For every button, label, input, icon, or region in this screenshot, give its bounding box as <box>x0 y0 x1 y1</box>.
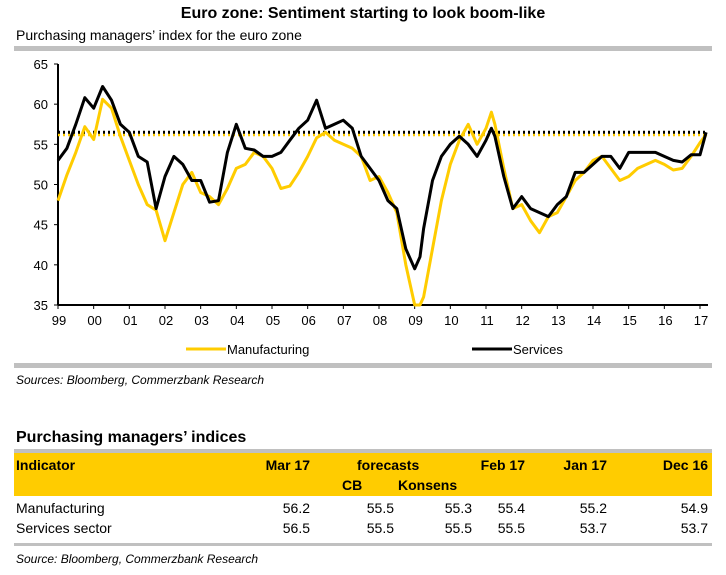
x-tick-label: 06 <box>301 313 315 328</box>
table-header: Indicator Mar 17 forecasts CB Konsens Fe… <box>14 453 712 496</box>
cell-cb: 55.5 <box>366 500 394 516</box>
y-tick-label: 60 <box>34 97 48 112</box>
table-source: Source: Bloomberg, Commerzbank Research <box>16 552 259 566</box>
y-tick-label: 50 <box>34 178 48 193</box>
divider <box>14 46 712 51</box>
header-dec16: Dec 16 <box>662 457 708 473</box>
chart-source: Sources: Bloomberg, Commerzbank Research <box>16 373 265 387</box>
axes: 35 40 45 50 55 60 65 99 00 01 02 03 04 05 06 07 08 09 10 11… <box>34 57 709 328</box>
header-forecasts: forecasts <box>357 457 420 473</box>
y-tick-label: 65 <box>34 57 48 72</box>
x-tick-label: 99 <box>52 313 66 328</box>
y-tick-label: 45 <box>34 218 48 233</box>
cell-indicator: Services sector <box>16 520 112 536</box>
cell-mar17: 56.2 <box>282 500 310 516</box>
chart-title: Euro zone: Sentiment starting to look bo… <box>180 5 546 22</box>
x-tick-label: 01 <box>123 313 137 328</box>
y-tick-label: 55 <box>34 137 48 152</box>
x-tick-label: 17 <box>694 313 708 328</box>
table-title: Purchasing managers’ indices <box>16 429 247 446</box>
x-tick-label: 04 <box>230 313 244 328</box>
reference-lines <box>58 130 708 137</box>
legend-label-manufacturing: Manufacturing <box>227 342 309 357</box>
cell-mar17: 56.5 <box>282 520 310 536</box>
x-tick-label: 02 <box>159 313 173 328</box>
pmi-table: Indicator Mar 17 forecasts CB Konsens Fe… <box>14 453 712 546</box>
chart-subtitle: Purchasing managers’ index for the euro … <box>16 27 302 43</box>
series-lines <box>56 85 708 307</box>
x-tick-label: 14 <box>587 313 601 328</box>
header-feb17: Feb 17 <box>480 457 525 473</box>
x-tick-label: 13 <box>551 313 565 328</box>
cell-konsens: 55.3 <box>444 500 472 516</box>
cell-jan17: 55.2 <box>579 500 607 516</box>
x-tick-label: 10 <box>444 313 458 328</box>
series-line-services <box>56 85 708 271</box>
x-tick-label: 12 <box>515 313 529 328</box>
cell-dec16: 54.9 <box>680 500 708 516</box>
cell-indicator: Manufacturing <box>16 500 105 516</box>
divider <box>14 363 712 368</box>
table-row: Manufacturing 56.2 55.5 55.3 55.4 55.2 5… <box>14 500 712 520</box>
header-mar17: Mar 17 <box>265 457 310 473</box>
y-tick-label: 35 <box>34 298 48 313</box>
y-tick-label: 40 <box>34 258 48 273</box>
x-tick-label: 03 <box>194 313 208 328</box>
header-konsens: Konsens <box>398 477 458 493</box>
x-tick-label: 09 <box>408 313 422 328</box>
header-cb: CB <box>342 477 363 493</box>
x-tick-label: 15 <box>622 313 636 328</box>
cell-jan17: 53.7 <box>579 520 607 536</box>
header-jan17: Jan 17 <box>563 457 607 473</box>
x-tick-label: 08 <box>373 313 387 328</box>
x-tick-label: 07 <box>337 313 351 328</box>
x-tick-label: 16 <box>658 313 672 328</box>
cell-cb: 55.5 <box>366 520 394 536</box>
cell-konsens: 55.5 <box>444 520 472 536</box>
x-tick-label: 00 <box>87 313 101 328</box>
cell-feb17: 55.4 <box>497 500 525 516</box>
x-tick-label: 05 <box>266 313 280 328</box>
x-tick-label: 11 <box>480 313 494 328</box>
legend: Manufacturing Services <box>186 342 563 357</box>
cell-dec16: 53.7 <box>680 520 708 536</box>
table-row: Services sector 56.5 55.5 55.5 55.5 53.7… <box>14 520 712 540</box>
header-indicator: Indicator <box>16 457 76 473</box>
cell-feb17: 55.5 <box>497 520 525 536</box>
divider <box>14 449 712 453</box>
pmi-line-chart: 35 40 45 50 55 60 65 99 00 01 02 03 04 05 06 07 08 09 10 11… <box>34 57 709 357</box>
table-bottom-rule <box>14 543 712 546</box>
legend-label-services: Services <box>513 342 563 357</box>
